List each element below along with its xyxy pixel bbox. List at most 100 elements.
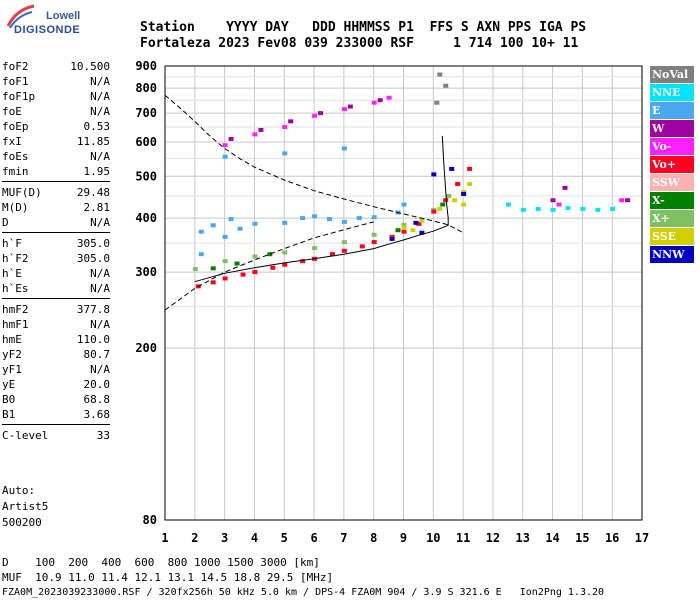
echo-point [455,181,461,186]
echo-point [401,222,407,227]
param-value: 29.48 [76,186,110,199]
echo-point [535,206,541,211]
echo-point [237,226,243,231]
echo-point [437,206,443,211]
x-tick-label: 9 [400,531,407,545]
param-key: hmE [2,333,22,346]
y-tick-label: 600 [135,135,157,149]
echo-point [210,223,216,228]
echo-point [282,220,288,225]
echo-point [520,207,526,212]
y-tick-label: 300 [135,265,157,279]
param-key: yF2 [2,348,22,361]
param-row: foF1 N/A [2,75,110,90]
echo-point [341,107,347,112]
param-row: foEp 0.53 [2,120,110,135]
param-key: h`Es [2,282,29,295]
echo-point [371,215,377,220]
echo-point [252,132,258,137]
echo-point [329,252,335,257]
param-separator [2,181,110,186]
echo-point [443,83,449,88]
echo-point [267,252,273,257]
param-key: yF1 [2,363,22,376]
param-value: 68.8 [83,393,111,406]
param-row: M(D) 2.81 [2,201,110,216]
echo-point [467,166,473,171]
echo-point [356,216,362,221]
echo-point [234,261,240,266]
legend-item: SSW [650,174,694,192]
echo-point [413,220,419,225]
echo-point [282,125,288,130]
header-row-1: Station YYYY DAY DDD HHMMSS P1 FFS S AXN… [140,20,587,35]
echo-point [401,229,407,234]
legend-item: W [650,120,694,138]
legend-item: X- [650,192,694,210]
auto-label: Auto: [2,484,36,497]
echo-point [258,127,264,132]
echo-point [619,198,625,203]
logo-swoosh-icon [6,4,35,29]
param-value: 20.0 [83,378,111,391]
param-value: N/A [90,75,110,88]
param-value: 1.95 [83,165,111,178]
echo-point [312,113,318,118]
echo-point [371,240,377,245]
param-row: D N/A [2,216,110,231]
param-key: h`F2 [2,252,29,265]
echo-point [198,229,204,234]
param-value: 11.85 [76,135,110,148]
echo-point [222,154,228,159]
legend-item: X+ [650,210,694,228]
param-row: MUF(D) 29.48 [2,186,110,201]
param-value: 110.0 [76,333,110,346]
param-key: M(D) [2,201,29,214]
param-value: 3.68 [83,408,111,421]
echo-point [228,217,234,222]
x-tick-label: 12 [486,531,500,545]
footer-muf-row: MUF 10.9 11.0 11.4 12.1 13.1 14.5 18.8 2… [2,571,334,584]
echo-point [359,244,365,249]
echo-point [312,246,318,251]
echo-point [371,232,377,237]
echo-point [240,272,246,277]
echo-point [461,189,467,194]
echo-point [550,198,556,203]
param-row: foF2 10.500 [2,60,110,75]
param-value: N/A [90,105,110,118]
echo-point [222,234,228,239]
param-row: hmF1 N/A [2,318,110,333]
echo-point [431,172,437,177]
header: Station YYYY DAY DDD HHMMSS P1 FFS S AXN… [140,20,586,52]
echo-point [449,166,455,171]
x-tick-label: 4 [251,531,258,545]
param-row: h`E N/A [2,267,110,282]
legend-item: NoVal [650,66,694,84]
echo-point [222,143,228,148]
param-row: yF2 80.7 [2,348,110,363]
param-key: foEs [2,150,29,163]
x-tick-label: 17 [635,531,649,545]
echo-point [198,252,204,257]
echo-point [556,202,562,207]
echo-point [282,262,288,267]
param-value: 10.500 [70,60,110,73]
param-row: foE N/A [2,105,110,120]
legend-item: NNW [650,246,694,264]
param-row: h`F2 305.0 [2,252,110,267]
param-key: foF1 [2,75,29,88]
param-separator [2,232,110,237]
echo-point [410,228,416,233]
true-height-profile-line [194,135,449,283]
x-tick-label: 14 [545,531,559,545]
param-row: h`F 305.0 [2,237,110,252]
echo-point [625,198,631,203]
footer-distance-row: D 100 200 400 600 800 1000 1500 3000 [km… [2,556,320,569]
echo-point [395,228,401,233]
echo-point [222,259,228,264]
param-row: fxI 11.85 [2,135,110,150]
echo-point [341,248,347,253]
echo-point [416,221,422,226]
param-value: 80.7 [83,348,111,361]
